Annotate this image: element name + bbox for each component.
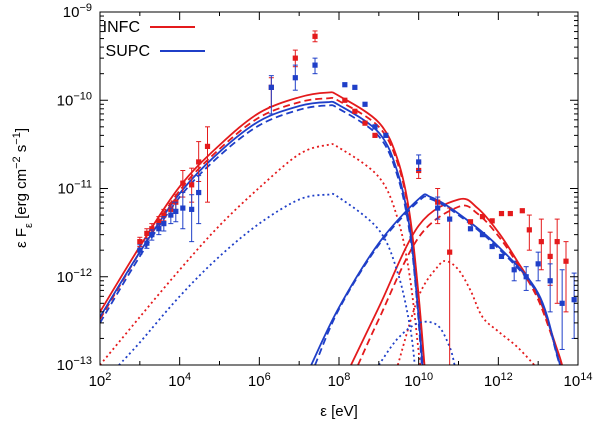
model-curve-0 [100, 91, 426, 365]
x-tick-label: 104 [168, 371, 191, 390]
data-point-supc-1 [144, 240, 150, 246]
y-tick-labels: 10−13 10−12 10−11 10−10 10−9 [57, 2, 92, 374]
data-point-infc-13 [312, 33, 318, 39]
data-point-supc-23 [489, 243, 495, 250]
model-curve-1 [100, 96, 425, 365]
data-point-supc-19 [435, 205, 441, 211]
data-point-supc-24 [498, 253, 505, 260]
data-point-infc-9 [196, 159, 202, 165]
data-point-infc-2 [149, 226, 155, 232]
data-point-infc-8 [189, 182, 195, 188]
x-tick-label: 1014 [564, 371, 593, 390]
data-point-supc-12 [312, 62, 318, 68]
data-point-supc-9 [196, 189, 202, 196]
model-curve-8 [118, 192, 416, 365]
data-point-infc-30 [554, 239, 560, 245]
legend-label-supc: SUPC [106, 43, 150, 60]
data-point-supc-5 [168, 212, 174, 218]
plot-frame [99, 11, 579, 366]
data-point-infc-3 [156, 219, 162, 225]
data-point-supc-20 [447, 216, 453, 222]
data-point-supc-2 [149, 232, 155, 238]
data-point-supc-26 [523, 274, 529, 280]
y-axis-label: ε Fε [erg cm−2 s−1] [11, 128, 35, 248]
data-point-supc-21 [467, 226, 474, 232]
legend: INFC SUPC [103, 19, 205, 60]
data-point-supc-0 [137, 247, 143, 253]
data-point-infc-15 [352, 108, 358, 114]
data-point-supc-13 [342, 82, 348, 88]
data-point-infc-26 [519, 208, 525, 214]
data-point-supc-16 [372, 124, 378, 130]
data-point-infc-10 [204, 143, 211, 149]
data-point-supc-18 [416, 159, 422, 165]
y-tick-label: 10−9 [63, 2, 92, 21]
data-point-supc-28 [547, 278, 553, 284]
data-point-supc-15 [362, 101, 368, 107]
data-point-infc-27 [526, 227, 532, 233]
data-point-supc-4 [161, 221, 167, 227]
model-curve-4 [357, 204, 563, 365]
data-point-supc-29 [559, 300, 565, 306]
y-tick-label: 10−11 [57, 179, 92, 198]
data-point-supc-14 [352, 84, 358, 90]
x-tick-label: 106 [248, 371, 271, 390]
data-point-infc-4 [161, 212, 167, 218]
data-point-infc-14 [342, 97, 348, 103]
data-point-infc-20 [447, 249, 453, 255]
data-point-infc-1 [144, 230, 150, 236]
x-tick-labels: 102 104 106 108 1010 1012 1014 [89, 371, 593, 390]
data-point-supc-8 [189, 206, 195, 212]
y-tick-label: 10−13 [57, 355, 92, 374]
data-point-infc-23 [489, 218, 495, 224]
data-point-infc-29 [547, 253, 553, 260]
data-point-supc-7 [180, 205, 186, 211]
data-point-infc-12 [292, 55, 298, 61]
observed-points [137, 30, 577, 365]
data-point-infc-0 [137, 239, 143, 245]
data-point-infc-17 [372, 132, 378, 138]
data-point-infc-16 [362, 120, 368, 126]
data-point-infc-25 [507, 210, 513, 217]
data-point-infc-24 [498, 210, 505, 217]
data-point-supc-22 [479, 232, 486, 238]
axis-ticks [99, 11, 579, 366]
data-point-supc-10 [268, 84, 274, 90]
data-point-infc-21 [467, 219, 474, 225]
x-tick-label: 108 [328, 371, 351, 390]
legend-label-infc: INFC [103, 19, 140, 36]
x-tick-label: 102 [89, 371, 112, 390]
data-point-supc-11 [292, 75, 298, 81]
model-curve-11 [378, 320, 456, 365]
data-point-infc-31 [563, 258, 569, 264]
data-point-infc-7 [180, 180, 186, 186]
model-curve-7 [100, 104, 423, 365]
data-point-supc-30 [571, 297, 577, 303]
y-tick-label: 10−10 [57, 90, 92, 109]
model-curves [100, 91, 563, 365]
model-curve-10 [314, 195, 561, 365]
data-point-supc-17 [383, 132, 389, 138]
data-point-supc-27 [535, 261, 541, 267]
data-point-supc-3 [156, 226, 162, 232]
x-tick-label: 1012 [484, 371, 513, 390]
x-tick-label: 1010 [404, 371, 433, 390]
x-axis-label: ε [eV] [320, 403, 358, 420]
y-tick-label: 10−12 [57, 267, 92, 286]
data-point-supc-6 [173, 208, 179, 215]
model-curve-2 [100, 143, 422, 365]
data-point-supc-25 [511, 267, 517, 273]
data-point-infc-22 [479, 214, 486, 220]
data-point-infc-28 [538, 239, 544, 245]
